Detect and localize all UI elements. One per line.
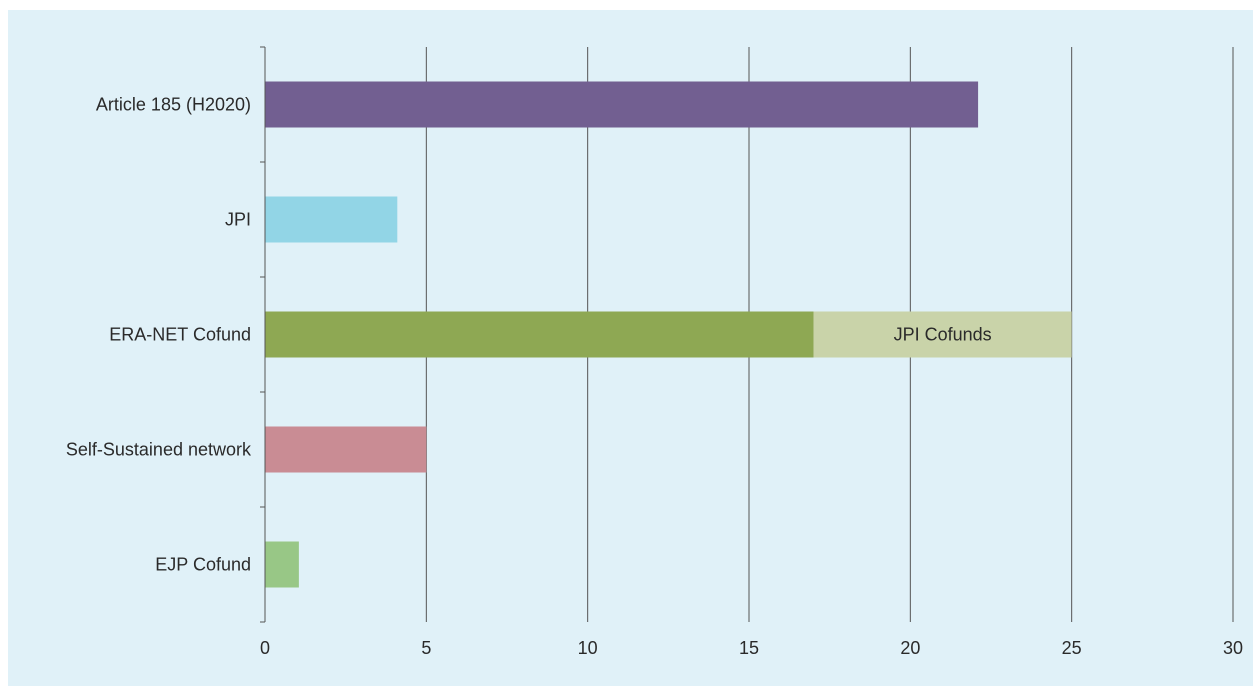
x-tick-label: 0 [260,638,270,658]
y-axis [260,46,266,623]
bar-2-segment-1 [813,311,1072,358]
x-tick-label: 20 [900,638,920,658]
bar-4-segment-0 [265,541,299,588]
labels: JPI Cofunds Article 185 (H2020) JPI ERA-NET… [66,95,1243,659]
bars [265,81,1072,588]
category-label: JPI [225,210,251,230]
category-label: Self-Sustained network [66,440,252,460]
bar-3-segment-0 [265,426,427,473]
x-tick-label: 30 [1223,638,1243,658]
segment-label: JPI Cofunds [894,325,992,345]
x-tick-label: 25 [1062,638,1082,658]
bar-2-segment-0 [265,311,814,358]
bar-0-segment-0 [265,81,979,128]
x-tick-label: 10 [578,638,598,658]
category-label: Article 185 (H2020) [96,95,251,115]
category-label: EJP Cofund [155,555,251,575]
bar-1-segment-0 [265,196,398,243]
x-tick-label: 5 [421,638,431,658]
category-label: ERA-NET Cofund [109,325,251,345]
chart-panel: JPI Cofunds Article 185 (H2020) JPI ERA-NET… [8,10,1253,686]
horizontal-bar-chart: JPI Cofunds Article 185 (H2020) JPI ERA-NET… [66,46,1243,659]
x-tick-label: 15 [739,638,759,658]
